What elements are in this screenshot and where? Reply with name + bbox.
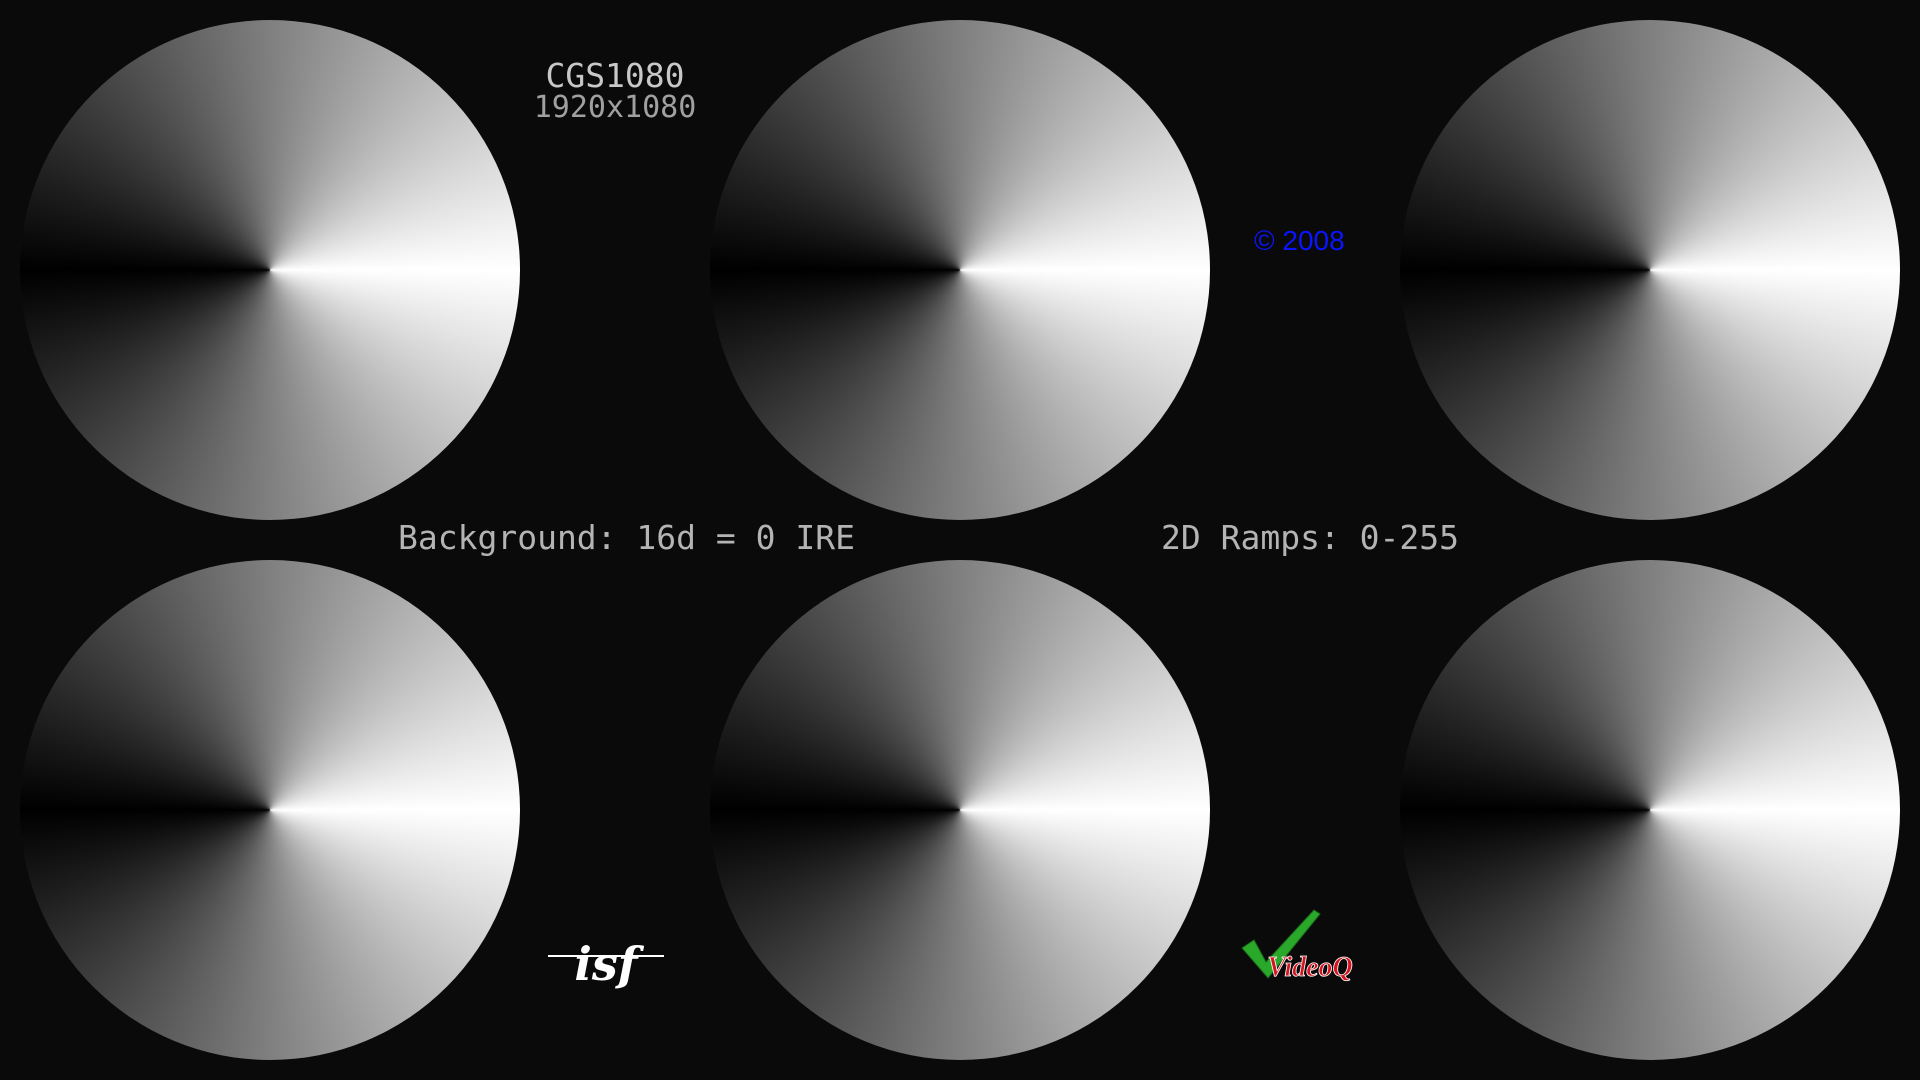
- ramp-disc-bottom-right: [1400, 560, 1900, 1060]
- ramp-disc-top-left: [20, 20, 520, 520]
- ramp-disc-top-right: [1400, 20, 1900, 520]
- videoq-logo: VideoQ: [1241, 909, 1353, 983]
- ramps-label: 2D Ramps: 0-255: [1161, 518, 1460, 557]
- videoq-logo-text: VideoQ: [1267, 952, 1353, 983]
- pattern-title: CGS1080: [545, 56, 685, 95]
- background-label: Background: 16d = 0 IRE: [398, 518, 855, 557]
- isf-logo: isf: [548, 937, 664, 991]
- copyright-label: © 2008: [1254, 225, 1345, 256]
- pattern-resolution: 1920x1080: [533, 90, 697, 125]
- ramp-disc-bottom-center: [710, 560, 1210, 1060]
- isf-logo-text: isf: [574, 937, 644, 991]
- ramp-disc-top-center: [710, 20, 1210, 520]
- checkmark-icon: [1241, 909, 1321, 979]
- ramp-disc-bottom-left: [20, 560, 520, 1060]
